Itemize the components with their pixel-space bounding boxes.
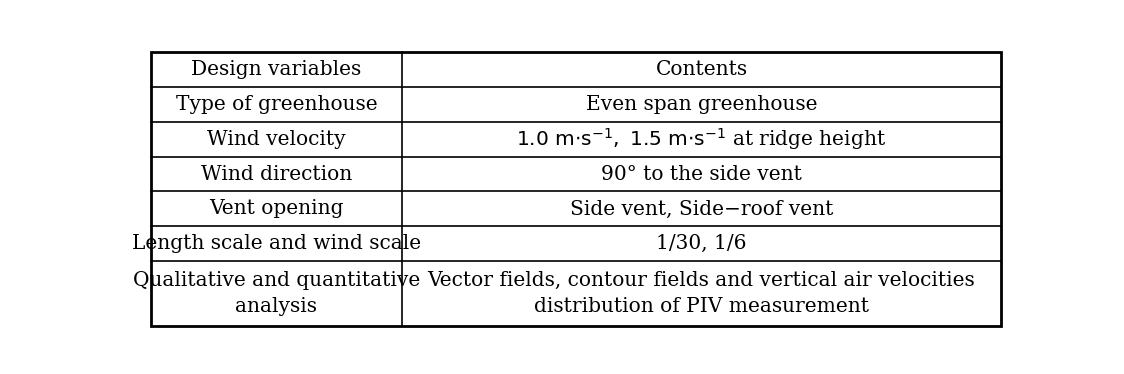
Text: Vent opening: Vent opening <box>209 199 344 218</box>
Text: 90° to the side vent: 90° to the side vent <box>601 165 801 184</box>
Text: Contents: Contents <box>655 60 747 79</box>
Text: Even span greenhouse: Even span greenhouse <box>586 95 817 114</box>
Text: Wind direction: Wind direction <box>201 165 352 184</box>
Text: Length scale and wind scale: Length scale and wind scale <box>132 234 420 253</box>
Text: Qualitative and quantitative
analysis: Qualitative and quantitative analysis <box>133 271 420 316</box>
Text: Side vent, Side−roof vent: Side vent, Side−roof vent <box>570 199 833 218</box>
Text: Design variables: Design variables <box>191 60 362 79</box>
Text: Wind velocity: Wind velocity <box>207 130 346 149</box>
Text: Vector fields, contour fields and vertical air velocities
distribution of PIV me: Vector fields, contour fields and vertic… <box>427 271 976 316</box>
Text: $1.0\ \mathrm{m{\cdot}s^{-1}},\ 1.5\ \mathrm{m{\cdot}s^{-1}}$ at ridge height: $1.0\ \mathrm{m{\cdot}s^{-1}},\ 1.5\ \ma… <box>516 126 887 152</box>
Text: Type of greenhouse: Type of greenhouse <box>175 95 378 114</box>
Text: 1/30, 1/6: 1/30, 1/6 <box>656 234 746 253</box>
